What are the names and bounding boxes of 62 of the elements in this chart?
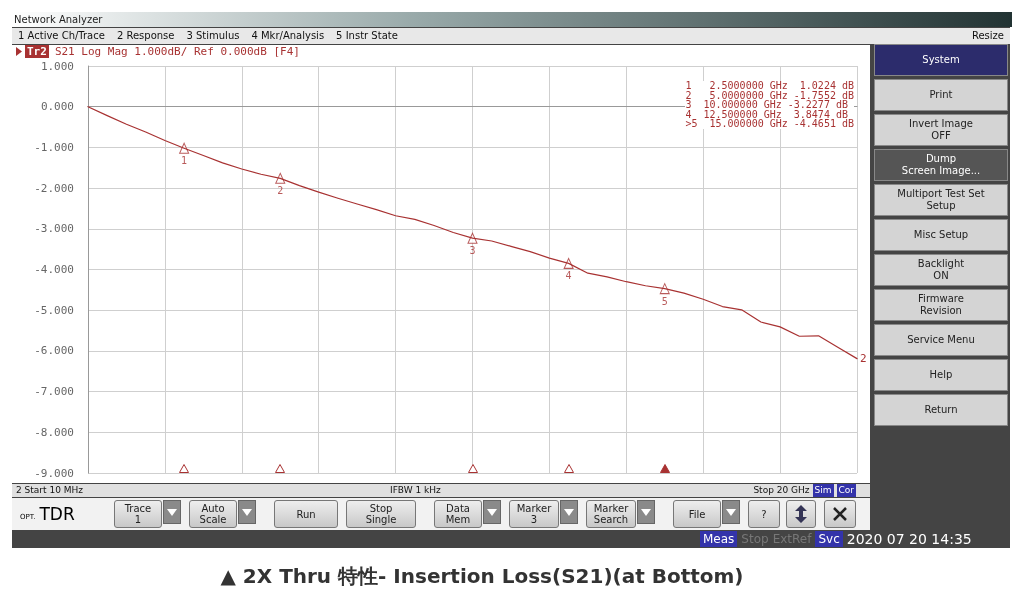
text: Svc	[815, 531, 843, 547]
text: Data Mem	[445, 503, 471, 525]
y-tick-label: -8.000	[34, 425, 74, 439]
text: System	[922, 54, 960, 66]
text: 2 Response	[116, 29, 175, 43]
text: IFBW 1 kHz	[390, 484, 441, 497]
y-tick-label: -3.000	[34, 222, 74, 236]
text: Misc Setup	[913, 229, 969, 241]
text: Service Menu	[907, 334, 975, 346]
annotation: 2 5.0000000 GHz -1.7552 dB	[685, 89, 854, 101]
y-tick-label: -2.000	[34, 181, 74, 195]
series-label: 4	[565, 270, 572, 282]
y-tick-label: -9.000	[34, 466, 74, 480]
y-tick-label: 0.000	[40, 100, 74, 114]
text: Invert Image OFF	[909, 118, 973, 142]
text: 5 Instr State	[336, 29, 398, 43]
text: Tr2	[25, 45, 49, 58]
y-tick-label: -1.000	[34, 140, 74, 154]
text: File	[688, 508, 706, 520]
text: Marker 3	[516, 503, 552, 525]
series-label: 3	[469, 245, 476, 257]
series-label: 5	[661, 295, 668, 307]
y-tick-label: -6.000	[34, 344, 74, 358]
y-tick-label: 1.000	[40, 59, 74, 73]
text: 1 Active Ch/Trace	[18, 29, 105, 43]
text: Firmware Revision	[918, 293, 964, 317]
text: Cor	[836, 484, 856, 497]
annotation: 4 12.500000 GHz 3.8474 dB	[685, 108, 848, 120]
annotation: 3 10.000000 GHz -3.2277 dB	[685, 99, 849, 110]
text: Print	[929, 89, 953, 101]
text: Multiport Test Set Setup	[897, 188, 985, 212]
series-label: 2	[277, 185, 284, 197]
series-label: 2	[860, 352, 867, 366]
text: Help	[929, 369, 953, 381]
text: 2 Start 10 MHz	[16, 484, 84, 497]
text: Backlight ON	[917, 258, 965, 282]
text: 3 Stimulus	[186, 29, 240, 43]
text: ▲ 2X Thru 特性- Insertion Loss(S21)(at Bottom)	[219, 563, 745, 590]
text: 2020 07 20 14:35	[846, 531, 972, 547]
text: TDR	[39, 504, 75, 524]
text: Trace 1	[124, 503, 152, 525]
text: Return	[924, 404, 958, 416]
text: Dump Screen Image...	[901, 153, 981, 177]
text: Meas	[700, 531, 738, 547]
line-series	[87, 106, 858, 360]
text: Network Analyzer	[12, 12, 1012, 27]
y-tick-label: -4.000	[34, 263, 74, 276]
text: Auto Scale	[199, 503, 227, 525]
chart-title: S21 Log Mag 1.000dB/ Ref 0.000dB [F4]	[54, 45, 300, 58]
series-label: 1	[181, 155, 188, 167]
annotation: >5 15.000000 GHz -4.4651 dB	[685, 118, 854, 129]
text: Run	[296, 508, 316, 520]
text: Sim	[812, 484, 834, 497]
text: Stop Single	[365, 503, 397, 525]
text: 4 Mkr/Analysis	[251, 29, 325, 43]
y-tick-label: -7.000	[34, 385, 74, 399]
annotation: 1 2.5000000 GHz 1.0224 dB	[685, 80, 854, 91]
y-tick-label: -5.000	[34, 303, 74, 317]
text: Stop 20 GHz	[753, 484, 810, 497]
text: Resize	[971, 29, 1004, 43]
text: Marker Search	[593, 503, 629, 525]
text: ?	[761, 508, 767, 520]
